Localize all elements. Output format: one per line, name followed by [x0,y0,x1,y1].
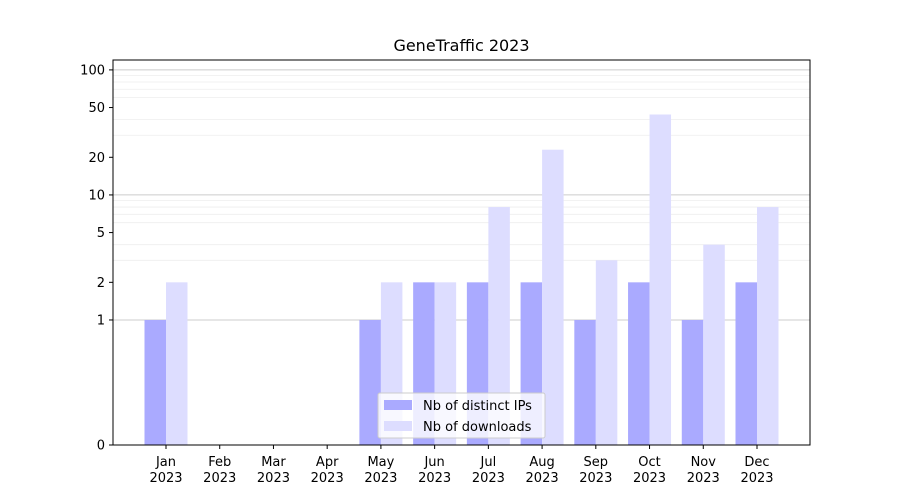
x-axis: Jan2023Feb2023Mar2023Apr2023May2023Jun20… [149,445,774,486]
y-tick-label: 20 [88,151,105,166]
x-tick-label-month: Aug [529,455,554,470]
bar-nb-of-downloads-7 [542,149,564,446]
legend: Nb of distinct IPs Nb of downloads [377,392,546,439]
y-tick-label: 0 [97,439,105,454]
y-tick-label: 1 [97,313,105,328]
x-tick-label-month: Feb [208,455,231,470]
x-tick-label-month: Apr [316,455,339,470]
legend-item-0: Nb of distinct IPs [384,399,532,414]
legend-label: Nb of distinct IPs [423,399,532,414]
bar-nb-of-distinct-ips-11 [735,282,757,445]
x-tick-label-year: 2023 [687,471,720,486]
bar-nb-of-downloads-11 [757,207,779,445]
bar-nb-of-downloads-8 [595,260,618,445]
x-tick-label-year: 2023 [149,471,182,486]
x-tick-label-year: 2023 [257,471,290,486]
chart-title: GeneTraffic 2023 [393,36,529,55]
x-tick-label-month: May [367,455,394,470]
x-tick-label-year: 2023 [740,471,773,486]
bar-nb-of-distinct-ips-10 [681,319,704,445]
x-tick-label-month: Dec [744,455,769,470]
x-tick-label-year: 2023 [633,471,666,486]
x-tick-label-month: Oct [638,455,660,470]
x-tick-label-month: Sep [584,455,609,470]
x-tick-label-month: Nov [691,455,717,470]
x-tick-label-year: 2023 [579,471,612,486]
x-tick-label-month: Jun [423,455,444,470]
x-tick-label-month: Jan [155,455,176,470]
bar-nb-of-distinct-ips-4 [359,319,381,445]
y-tick-label: 2 [97,276,105,291]
legend-swatch [384,421,412,431]
plot-frame [112,59,811,446]
x-tick-label-month: Mar [261,455,286,470]
bar-nb-of-distinct-ips-9 [628,282,650,445]
bar-nb-of-downloads-9 [649,114,672,445]
x-tick-label-month: Jul [480,455,497,470]
legend-swatch [384,400,412,410]
legend-item-1: Nb of downloads [384,420,532,435]
x-tick-label-year: 2023 [418,471,451,486]
y-tick-label: 50 [88,101,105,116]
bar-nb-of-downloads-10 [703,244,725,445]
bar-nb-of-distinct-ips-8 [574,319,596,445]
legend-box [377,392,546,439]
x-tick-label-year: 2023 [472,471,505,486]
x-tick-label-year: 2023 [526,471,559,486]
y-tick-label: 10 [88,188,105,203]
x-tick-label-year: 2023 [311,471,344,486]
y-tick-label: 5 [97,226,105,241]
x-tick-label-year: 2023 [203,471,236,486]
bar-nb-of-downloads-6 [488,207,510,445]
y-axis: 0 1 2 5 10 20 50 100 [80,63,113,454]
x-tick-label-year: 2023 [364,471,397,486]
legend-label: Nb of downloads [423,420,532,435]
bar-nb-of-downloads-0 [166,282,188,445]
y-tick-label: 100 [80,63,105,78]
bar-nb-of-distinct-ips-0 [144,319,166,445]
